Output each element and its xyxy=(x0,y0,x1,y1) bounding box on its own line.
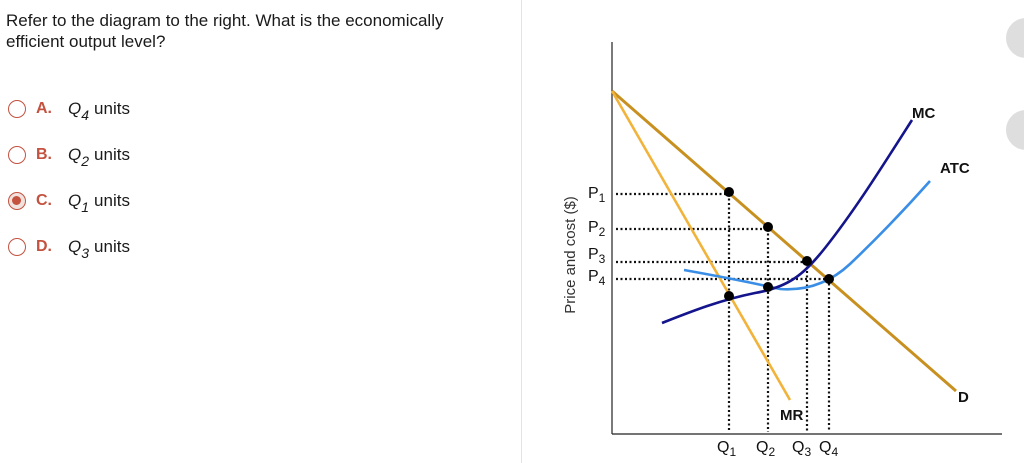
label-mc: MC xyxy=(912,105,935,122)
scroll-handle-top[interactable] xyxy=(1006,18,1024,58)
option-a-radio[interactable] xyxy=(8,100,26,118)
label-q4-main: Q xyxy=(819,439,831,456)
label-q2: Q2 xyxy=(756,439,775,459)
label-mr: MR xyxy=(780,407,803,424)
label-atc: ATC xyxy=(940,160,970,177)
question-line-2: efficient output level? xyxy=(6,32,166,51)
label-p1-main: P xyxy=(588,185,599,202)
label-q4: Q4 xyxy=(819,439,838,459)
option-a-symbol: Q xyxy=(68,99,82,118)
label-p3-sub: 3 xyxy=(599,252,606,266)
atc-curve xyxy=(683,180,931,291)
option-c-subscript: 1 xyxy=(81,199,90,215)
mc-curve xyxy=(661,119,914,325)
label-q3: Q3 xyxy=(792,439,811,459)
intersection-points xyxy=(724,187,834,301)
option-c[interactable]: C. Q 1 units xyxy=(8,178,130,224)
scroll-handle-bottom[interactable] xyxy=(1006,110,1024,150)
mr-curve xyxy=(610,90,792,401)
demand-curve xyxy=(611,89,957,393)
label-q2-main: Q xyxy=(756,439,768,456)
option-d[interactable]: D. Q 3 units xyxy=(8,224,130,270)
question-text: Refer to the diagram to the right. What … xyxy=(6,10,516,52)
option-a-units: units xyxy=(94,99,130,118)
point-mc-demand xyxy=(802,256,812,266)
label-p1: P1 xyxy=(588,185,606,205)
option-c-radio[interactable] xyxy=(8,192,26,210)
y-axis-label: Price and cost ($) xyxy=(562,196,579,314)
point-demand-p1 xyxy=(724,187,734,197)
label-p1-sub: 1 xyxy=(599,191,606,205)
question-line-1: Refer to the diagram to the right. What … xyxy=(6,11,444,30)
option-b-radio[interactable] xyxy=(8,146,26,164)
option-d-radio[interactable] xyxy=(8,238,26,256)
option-d-symbol: Q xyxy=(68,237,82,256)
label-q1-sub: 1 xyxy=(729,445,736,459)
option-d-units: units xyxy=(94,237,130,256)
option-d-letter: D. xyxy=(36,238,52,255)
label-p3: P3 xyxy=(588,246,606,266)
point-mc-mr xyxy=(724,291,734,301)
label-q3-sub: 3 xyxy=(804,445,811,459)
label-p2-sub: 2 xyxy=(599,225,606,239)
point-atc-demand xyxy=(824,274,834,284)
label-q1: Q1 xyxy=(717,439,736,459)
option-b[interactable]: B. Q 2 units xyxy=(8,132,130,178)
option-c-symbol: Q xyxy=(68,191,82,210)
label-demand: D xyxy=(958,389,969,406)
label-q4-sub: 4 xyxy=(831,445,838,459)
option-a-subscript: 4 xyxy=(81,107,90,123)
label-q3-main: Q xyxy=(792,439,804,456)
label-p2-main: P xyxy=(588,219,599,236)
label-p3-main: P xyxy=(588,246,599,263)
option-c-letter: C. xyxy=(36,192,52,209)
option-b-units: units xyxy=(94,145,130,164)
label-p4-sub: 4 xyxy=(599,274,606,288)
panel-divider xyxy=(521,0,522,463)
option-d-subscript: 3 xyxy=(81,245,90,261)
label-q2-sub: 2 xyxy=(768,445,775,459)
option-a[interactable]: A. Q 4 units xyxy=(8,86,130,132)
label-q1-main: Q xyxy=(717,439,729,456)
option-a-letter: A. xyxy=(36,100,52,117)
point-atc-q2 xyxy=(763,282,773,292)
label-p2: P2 xyxy=(588,219,606,239)
option-b-letter: B. xyxy=(36,146,52,163)
guide-lines xyxy=(616,192,831,432)
option-b-symbol: Q xyxy=(68,145,82,164)
option-b-subscript: 2 xyxy=(81,153,90,169)
point-demand-p2 xyxy=(763,222,773,232)
option-c-units: units xyxy=(94,191,130,210)
label-p4: P4 xyxy=(588,268,606,288)
label-p4-main: P xyxy=(588,268,599,285)
answer-options: A. Q 4 units B. Q 2 units C. Q 1 units D… xyxy=(8,86,130,270)
